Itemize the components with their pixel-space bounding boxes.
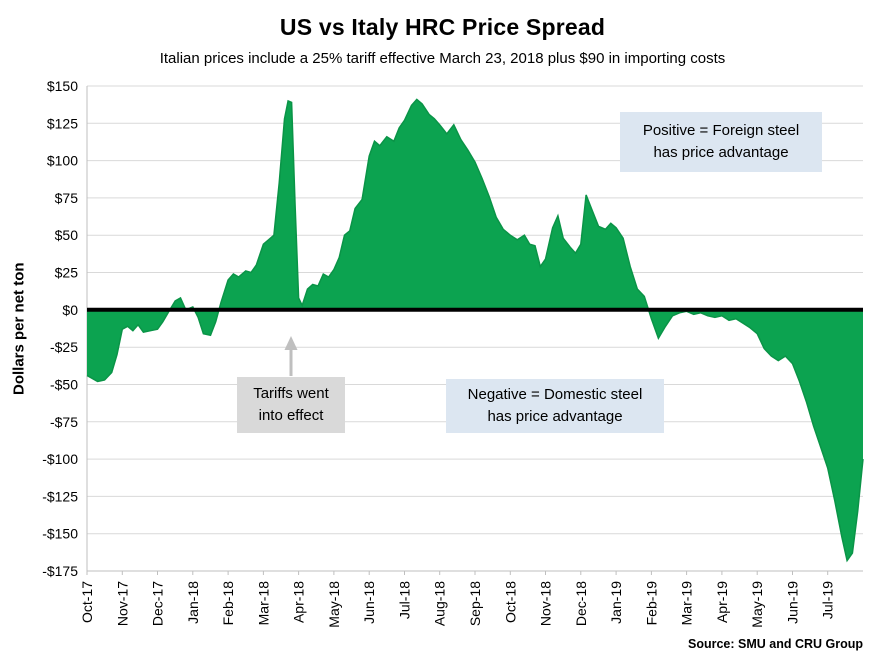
negative-annotation: Negative = Domestic steel has price adva…	[446, 379, 664, 433]
x-tick-label: Apr-19	[714, 581, 730, 623]
spread-area	[87, 99, 863, 561]
y-axis-title: Dollars per net ton	[10, 262, 28, 395]
y-tick-label: $0	[62, 302, 78, 318]
source-note: Source: SMU and CRU Group	[687, 637, 863, 651]
y-tick-label: $25	[55, 265, 79, 281]
y-tick-label: $75	[55, 190, 79, 206]
spread-outline	[86, 98, 864, 563]
x-tick-label: Jan-18	[185, 581, 201, 624]
x-tick-label: Feb-18	[220, 581, 236, 626]
negative-annotation-line1: Negative = Domestic steel	[467, 386, 643, 404]
x-tick-label: Jul-19	[820, 581, 836, 619]
x-tick-label: Feb-19	[643, 581, 659, 626]
tariffs-annotation-line2: into effect	[258, 407, 324, 424]
x-tick-label: Nov-18	[538, 581, 554, 626]
x-tick-label: Apr-18	[291, 581, 307, 623]
x-tick-label: Dec-17	[150, 581, 166, 626]
y-tick-label: $125	[47, 115, 78, 131]
y-tick-label: -$150	[42, 526, 78, 542]
x-tick-label: May-18	[326, 581, 342, 628]
x-tick-label: Oct-17	[79, 581, 95, 623]
x-tick-label: Jun-18	[361, 581, 377, 624]
x-tick-label: Jul-18	[397, 581, 413, 619]
y-tick-label: -$175	[42, 563, 78, 579]
x-tick-label: Nov-17	[114, 581, 130, 626]
tariffs-annotation: Tariffs went into effect	[237, 377, 345, 433]
tariffs-annotation-line1: Tariffs went	[253, 385, 329, 403]
y-tick-label: -$100	[42, 451, 78, 467]
x-tick-label: Dec-18	[573, 581, 589, 626]
x-tick-label: Oct-18	[502, 581, 518, 623]
y-tick-label: -$25	[50, 339, 78, 355]
x-tick-label: May-19	[749, 581, 765, 628]
x-tick-label: Aug-18	[432, 581, 448, 626]
chart-title: US vs Italy HRC Price Spread	[279, 14, 606, 40]
x-tick-label: Mar-18	[255, 581, 271, 626]
y-tick-label: -$125	[42, 488, 78, 504]
tariff-arrow-head	[284, 336, 298, 350]
y-tick-label: $50	[55, 227, 79, 243]
x-tick-label: Sep-18	[467, 581, 483, 626]
x-tick-label: Jun-19	[785, 581, 801, 624]
y-tick-label: $100	[47, 153, 78, 169]
chart-subtitle: Italian prices include a 25% tariff effe…	[159, 50, 726, 67]
positive-annotation: Positive = Foreign steel has price advan…	[620, 112, 822, 172]
negative-annotation-line2: has price advantage	[487, 408, 623, 425]
positive-annotation-line1: Positive = Foreign steel	[642, 122, 800, 140]
x-tick-label: Jan-19	[608, 581, 624, 624]
y-tick-label: $150	[47, 78, 78, 94]
positive-annotation-line2: has price advantage	[653, 144, 789, 161]
x-tick-label: Mar-19	[679, 581, 695, 626]
y-tick-label: -$75	[50, 414, 78, 430]
y-tick-label: -$50	[50, 377, 78, 393]
